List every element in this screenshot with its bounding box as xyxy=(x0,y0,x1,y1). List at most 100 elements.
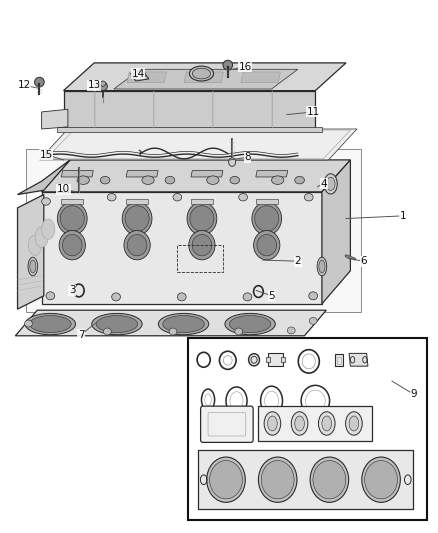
Ellipse shape xyxy=(362,457,400,502)
Ellipse shape xyxy=(249,354,259,366)
Ellipse shape xyxy=(28,235,42,255)
Text: 7: 7 xyxy=(78,330,85,340)
Text: 6: 6 xyxy=(360,256,367,266)
Ellipse shape xyxy=(177,293,186,301)
Polygon shape xyxy=(191,171,223,177)
Ellipse shape xyxy=(257,235,277,256)
Text: 9: 9 xyxy=(410,390,417,399)
Polygon shape xyxy=(18,160,70,195)
Ellipse shape xyxy=(310,457,349,502)
Polygon shape xyxy=(256,171,288,177)
Ellipse shape xyxy=(313,461,346,499)
Ellipse shape xyxy=(264,411,281,435)
Ellipse shape xyxy=(268,416,277,431)
Polygon shape xyxy=(42,160,350,192)
Ellipse shape xyxy=(309,292,318,300)
Ellipse shape xyxy=(230,176,240,184)
Text: 12: 12 xyxy=(18,80,31,90)
Polygon shape xyxy=(39,129,357,160)
Text: 16: 16 xyxy=(239,62,252,71)
Ellipse shape xyxy=(99,82,107,91)
Polygon shape xyxy=(184,72,223,83)
Polygon shape xyxy=(322,160,350,304)
Text: 4: 4 xyxy=(321,179,328,189)
Ellipse shape xyxy=(42,198,50,205)
Polygon shape xyxy=(349,353,368,366)
Polygon shape xyxy=(258,406,372,441)
FancyBboxPatch shape xyxy=(201,406,253,442)
Ellipse shape xyxy=(46,292,55,300)
Text: 8: 8 xyxy=(244,152,251,162)
Ellipse shape xyxy=(158,313,208,335)
Ellipse shape xyxy=(324,174,337,194)
Ellipse shape xyxy=(207,176,219,184)
Ellipse shape xyxy=(291,411,308,435)
Ellipse shape xyxy=(57,202,87,235)
Ellipse shape xyxy=(322,416,332,431)
Ellipse shape xyxy=(209,461,243,499)
Ellipse shape xyxy=(192,235,212,256)
Polygon shape xyxy=(335,354,343,366)
Ellipse shape xyxy=(309,317,317,324)
Ellipse shape xyxy=(127,235,147,256)
Polygon shape xyxy=(256,199,278,204)
Ellipse shape xyxy=(59,230,85,260)
Polygon shape xyxy=(114,69,298,89)
Ellipse shape xyxy=(189,230,215,260)
Text: 13: 13 xyxy=(88,80,101,90)
Ellipse shape xyxy=(261,461,294,499)
Text: 2: 2 xyxy=(294,256,301,266)
Ellipse shape xyxy=(60,206,84,231)
Ellipse shape xyxy=(192,68,211,79)
Ellipse shape xyxy=(25,320,32,327)
Bar xyxy=(188,338,427,520)
Polygon shape xyxy=(268,353,283,366)
Ellipse shape xyxy=(162,316,204,333)
Polygon shape xyxy=(266,357,270,362)
Ellipse shape xyxy=(112,293,120,301)
Ellipse shape xyxy=(364,461,398,499)
Polygon shape xyxy=(126,171,158,177)
Ellipse shape xyxy=(165,176,175,184)
Polygon shape xyxy=(64,91,315,128)
Ellipse shape xyxy=(134,71,146,78)
Polygon shape xyxy=(131,74,149,81)
Text: 5: 5 xyxy=(268,291,275,301)
Ellipse shape xyxy=(225,313,275,335)
Polygon shape xyxy=(127,72,166,83)
Ellipse shape xyxy=(349,416,359,431)
Text: 15: 15 xyxy=(39,150,53,159)
Ellipse shape xyxy=(304,193,313,201)
Ellipse shape xyxy=(235,328,243,335)
Ellipse shape xyxy=(100,81,106,86)
Ellipse shape xyxy=(258,457,297,502)
Ellipse shape xyxy=(35,227,48,247)
Ellipse shape xyxy=(317,257,327,276)
Ellipse shape xyxy=(142,176,154,184)
Ellipse shape xyxy=(230,316,271,333)
Ellipse shape xyxy=(100,176,110,184)
Ellipse shape xyxy=(190,66,214,81)
Polygon shape xyxy=(26,149,361,312)
Ellipse shape xyxy=(318,411,335,435)
Ellipse shape xyxy=(42,219,55,239)
Ellipse shape xyxy=(92,313,142,335)
Text: 10: 10 xyxy=(57,184,70,194)
Ellipse shape xyxy=(124,230,150,260)
Ellipse shape xyxy=(254,230,280,260)
Ellipse shape xyxy=(255,206,279,231)
Ellipse shape xyxy=(223,60,233,70)
Ellipse shape xyxy=(107,193,116,201)
Ellipse shape xyxy=(103,328,111,335)
Ellipse shape xyxy=(77,176,89,184)
Ellipse shape xyxy=(125,206,149,231)
Polygon shape xyxy=(42,109,68,129)
Polygon shape xyxy=(57,127,322,132)
Ellipse shape xyxy=(122,202,152,235)
Ellipse shape xyxy=(346,411,362,435)
Polygon shape xyxy=(42,192,322,304)
Polygon shape xyxy=(281,357,285,362)
Polygon shape xyxy=(18,195,44,309)
Ellipse shape xyxy=(25,313,76,335)
Text: 1: 1 xyxy=(399,211,406,221)
